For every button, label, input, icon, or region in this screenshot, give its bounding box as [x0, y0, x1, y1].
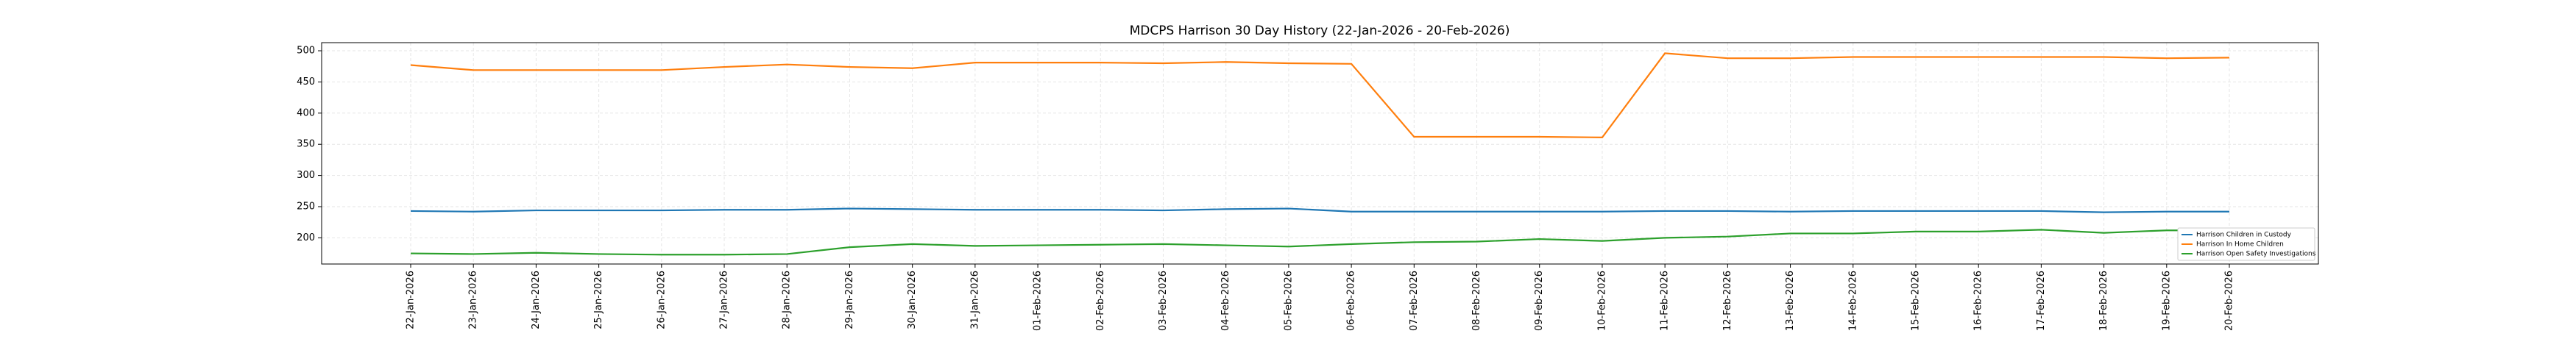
- x-tick-label: 25-Jan-2026: [593, 271, 604, 329]
- x-tick-label: 28-Jan-2026: [782, 271, 793, 329]
- x-tick-label: 08-Feb-2026: [1471, 271, 1482, 331]
- x-tick-label: 29-Jan-2026: [844, 271, 855, 329]
- x-tick-label: 23-Jan-2026: [468, 271, 479, 329]
- x-tick-label: 17-Feb-2026: [2036, 271, 2047, 331]
- y-tick-label: 300: [297, 170, 315, 181]
- y-tick-label: 350: [297, 139, 315, 150]
- legend-label: Harrison Children in Custody: [2196, 232, 2292, 239]
- x-tick-label: 04-Feb-2026: [1220, 271, 1231, 331]
- x-tick-label: 22-Jan-2026: [405, 271, 416, 329]
- y-tick-label: 500: [297, 46, 315, 57]
- y-tick-label: 250: [297, 201, 315, 212]
- plot-frame: [321, 42, 2319, 265]
- x-tick-label: 30-Jan-2026: [907, 271, 918, 329]
- series-line: [410, 52, 2230, 138]
- x-tick-label: 16-Feb-2026: [1973, 271, 1984, 331]
- series-line: [410, 229, 2230, 256]
- x-tick-label: 14-Feb-2026: [1847, 271, 1858, 331]
- x-tick-label: 05-Feb-2026: [1283, 271, 1294, 331]
- legend-label: Harrison Open Safety Investigations: [2196, 251, 2316, 258]
- y-tick-label: 450: [297, 76, 315, 88]
- x-tick-label: 15-Feb-2026: [1910, 271, 1921, 331]
- x-tick-label: 02-Feb-2026: [1095, 271, 1106, 331]
- x-tick-label: 31-Jan-2026: [969, 271, 980, 329]
- x-tick-label: 20-Feb-2026: [2224, 271, 2235, 331]
- x-tick-label: 26-Jan-2026: [656, 271, 667, 329]
- x-tick-label: 01-Feb-2026: [1033, 271, 1044, 331]
- y-tick-label: 400: [297, 107, 315, 118]
- x-tick-label: 18-Feb-2026: [2098, 271, 2109, 331]
- x-tick-label: 24-Jan-2026: [531, 271, 542, 329]
- x-tick-label: 19-Feb-2026: [2161, 271, 2172, 331]
- x-tick-label: 10-Feb-2026: [1596, 271, 1607, 331]
- x-tick-label: 03-Feb-2026: [1158, 271, 1169, 331]
- x-tick-label: 07-Feb-2026: [1409, 271, 1420, 331]
- chart-title: MDCPS Harrison 30 Day History (22-Jan-20…: [1130, 24, 1510, 38]
- x-tick-label: 27-Jan-2026: [719, 271, 730, 329]
- x-tick-label: 12-Feb-2026: [1722, 271, 1733, 331]
- x-tick-label: 06-Feb-2026: [1346, 271, 1357, 331]
- series-line: [410, 207, 2230, 213]
- x-tick-label: 13-Feb-2026: [1785, 271, 1796, 331]
- x-tick-label: 09-Feb-2026: [1534, 271, 1545, 331]
- x-tick-label: 11-Feb-2026: [1660, 271, 1671, 331]
- y-tick-label: 200: [297, 232, 315, 243]
- legend-box: [2177, 227, 2315, 261]
- legend-label: Harrison In Home Children: [2196, 241, 2284, 249]
